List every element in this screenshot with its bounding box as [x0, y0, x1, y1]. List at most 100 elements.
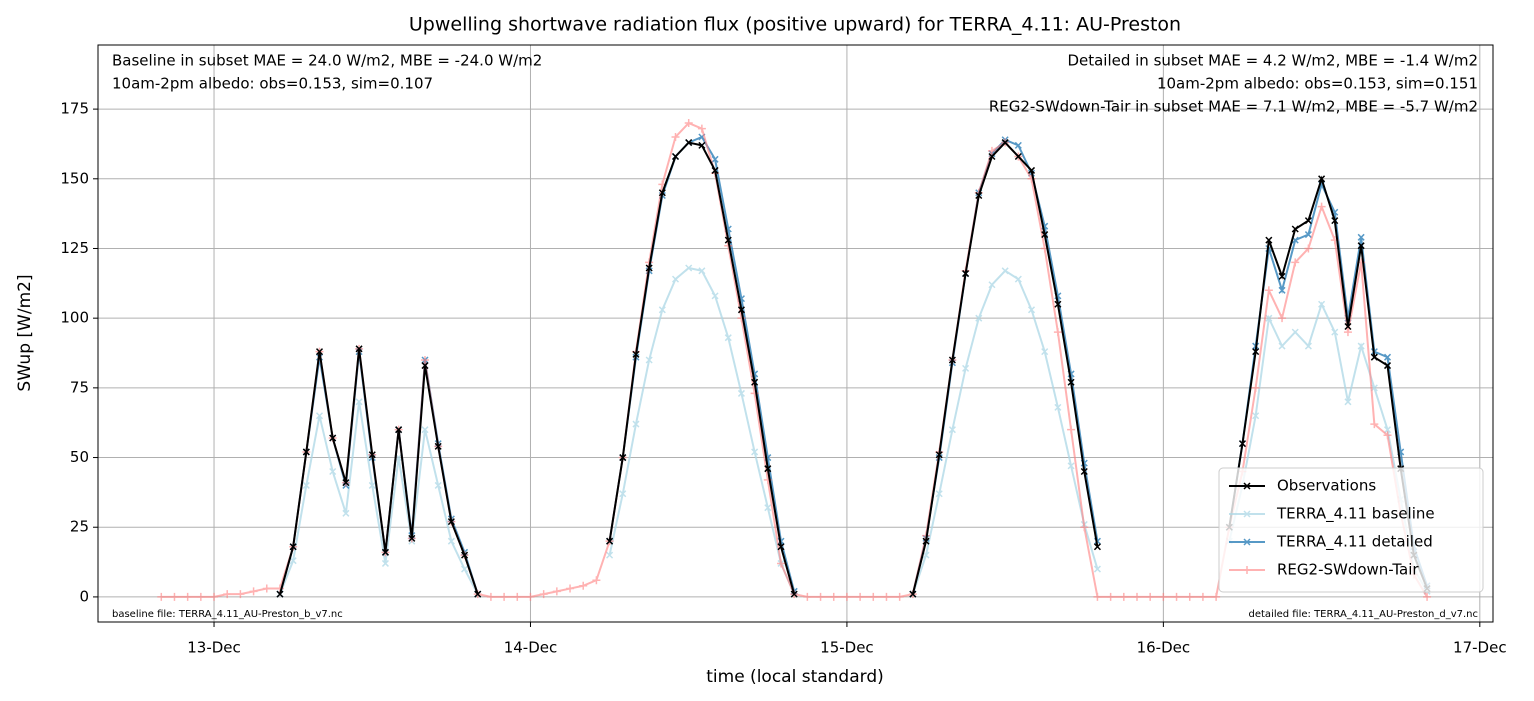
marker	[1067, 462, 1075, 470]
marker	[948, 356, 956, 364]
marker	[1001, 267, 1009, 275]
marker	[262, 584, 271, 593]
y-tick-label: 125	[60, 239, 89, 257]
marker	[1053, 328, 1062, 337]
marker	[619, 454, 627, 462]
marker	[1198, 592, 1207, 601]
legend-label: TERRA_4.11 detailed	[1276, 533, 1433, 552]
legend-label: REG2-SWdown-Tair	[1277, 561, 1419, 579]
marker	[1383, 431, 1392, 440]
marker	[724, 236, 732, 244]
marker	[711, 292, 719, 300]
marker	[658, 189, 666, 197]
marker	[329, 434, 337, 442]
marker	[1251, 383, 1260, 392]
marker	[987, 146, 996, 155]
marker	[223, 590, 232, 599]
legend-marker	[1243, 482, 1251, 490]
marker	[935, 490, 943, 498]
marker	[236, 590, 245, 599]
marker	[935, 451, 943, 459]
y-tick-label: 150	[60, 169, 89, 187]
marker	[1159, 592, 1168, 601]
marker	[777, 543, 785, 551]
y-tick-label: 175	[60, 100, 89, 118]
marker	[1265, 314, 1273, 322]
marker	[842, 592, 851, 601]
marker	[1054, 300, 1062, 308]
marker	[368, 481, 376, 489]
marker	[421, 426, 429, 434]
y-tick-label: 75	[70, 378, 89, 396]
marker	[882, 592, 891, 601]
marker	[461, 565, 469, 573]
marker	[645, 356, 653, 364]
marker	[1331, 328, 1339, 336]
marker	[1041, 231, 1049, 239]
marker	[566, 584, 575, 593]
marker	[289, 557, 297, 565]
marker	[1383, 353, 1392, 361]
marker	[539, 590, 548, 599]
marker	[1357, 342, 1365, 350]
plot-frame	[97, 44, 1494, 623]
annotation: 10am-2pm albedo: obs=0.153, sim=0.151	[1157, 75, 1478, 93]
marker	[513, 592, 522, 601]
marker	[1318, 300, 1326, 308]
marker	[1278, 272, 1286, 280]
marker	[1304, 244, 1313, 253]
marker	[289, 543, 297, 551]
marker	[368, 451, 376, 459]
marker	[685, 264, 693, 272]
marker	[685, 139, 693, 147]
marker	[1343, 328, 1352, 337]
marker	[671, 132, 680, 141]
marker	[1067, 378, 1075, 386]
marker	[1001, 139, 1009, 147]
y-tick-label: 100	[60, 309, 89, 327]
legend-item	[1229, 510, 1265, 518]
marker	[1027, 306, 1036, 314]
marker	[1265, 236, 1273, 244]
marker	[1093, 565, 1101, 573]
marker	[420, 355, 429, 364]
marker	[1317, 202, 1326, 211]
x-tick-label: 14-Dec	[504, 639, 558, 657]
marker	[329, 467, 337, 476]
series	[276, 139, 1431, 598]
marker	[790, 590, 798, 598]
marker	[526, 592, 535, 601]
annotation: REG2-SWdown-Tair in subset MAE = 7.1 W/m…	[989, 98, 1478, 116]
legend-box	[1218, 467, 1484, 593]
legend-marker	[1243, 566, 1251, 574]
file-note: detailed file: TERRA_4.11_AU-Preston_d_v…	[1249, 609, 1478, 620]
marker	[698, 267, 706, 275]
marker	[1172, 592, 1181, 601]
marker	[302, 481, 310, 489]
marker	[1304, 231, 1312, 239]
y-tick-label: 0	[79, 587, 89, 605]
legend-marker	[1243, 510, 1251, 518]
marker	[355, 345, 363, 353]
marker	[1014, 275, 1022, 283]
marker	[711, 166, 719, 174]
marker	[1318, 175, 1326, 183]
marker	[1331, 217, 1339, 225]
legend-marker	[1243, 538, 1251, 546]
marker	[1146, 592, 1155, 601]
y-tick-label: 50	[70, 448, 89, 466]
marker	[869, 592, 878, 601]
legend-item	[1229, 538, 1265, 546]
marker	[196, 592, 205, 601]
marker	[948, 426, 956, 434]
marker	[1014, 141, 1022, 149]
marker	[461, 551, 469, 559]
marker	[1093, 592, 1102, 601]
marker	[1370, 353, 1378, 361]
marker	[276, 590, 284, 598]
marker	[1054, 403, 1062, 411]
marker	[816, 592, 825, 601]
legend-label: TERRA_4.11 baseline	[1276, 505, 1435, 524]
marker	[183, 592, 192, 601]
marker	[909, 590, 917, 598]
